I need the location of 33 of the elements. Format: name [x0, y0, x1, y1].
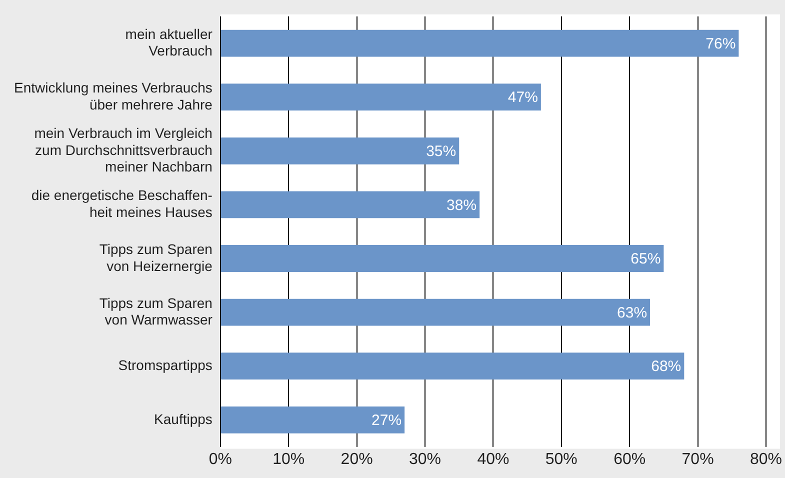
bar [220, 137, 460, 164]
bar [220, 406, 405, 434]
y-tick-label: Kauftipps [154, 410, 212, 427]
y-tick-label: mein aktueller Verbrauch [125, 26, 213, 59]
x-tick-label: 60% [614, 450, 646, 468]
x-tick-label: 20% [340, 450, 373, 468]
y-tick-label: Entwicklung meines Verbrauchs über mehrere Jahre [14, 80, 213, 112]
x-tick-label: 40% [477, 450, 510, 468]
data-label: 27% [372, 412, 402, 430]
data-label: 38% [446, 196, 477, 214]
x-tick-label: 0% [208, 450, 232, 468]
x-tick-label: 30% [409, 450, 442, 468]
y-tick-label: Stromspartipps [118, 356, 212, 373]
bar [220, 191, 480, 218]
y-tick-label: Tipps zum Sparen von Warmwasser [99, 294, 213, 328]
bar [220, 30, 739, 57]
x-tick-label: 50% [545, 450, 578, 468]
y-tick-label: mein Verbrauch im Vergleich zum Durchschnittsverbrauch meiner Nachbarn [34, 124, 212, 175]
data-label: 68% [651, 358, 682, 376]
bar [220, 84, 541, 111]
data-label: 63% [617, 304, 648, 322]
data-label: 65% [630, 250, 661, 268]
bar [220, 245, 664, 272]
data-label: 76% [706, 35, 736, 52]
bar [220, 298, 650, 326]
data-label: 35% [426, 143, 456, 160]
x-tick-label: 70% [682, 450, 714, 468]
y-tick-label: die energetische Beschaffen- heit meines Hauses [31, 187, 213, 220]
data-label: 47% [508, 89, 538, 106]
x-tick-label: 80% [750, 450, 782, 468]
y-tick-label: Tipps zum Sparen von Heizernergie [99, 240, 213, 274]
x-tick-label: 10% [272, 450, 305, 468]
bar [220, 352, 684, 380]
